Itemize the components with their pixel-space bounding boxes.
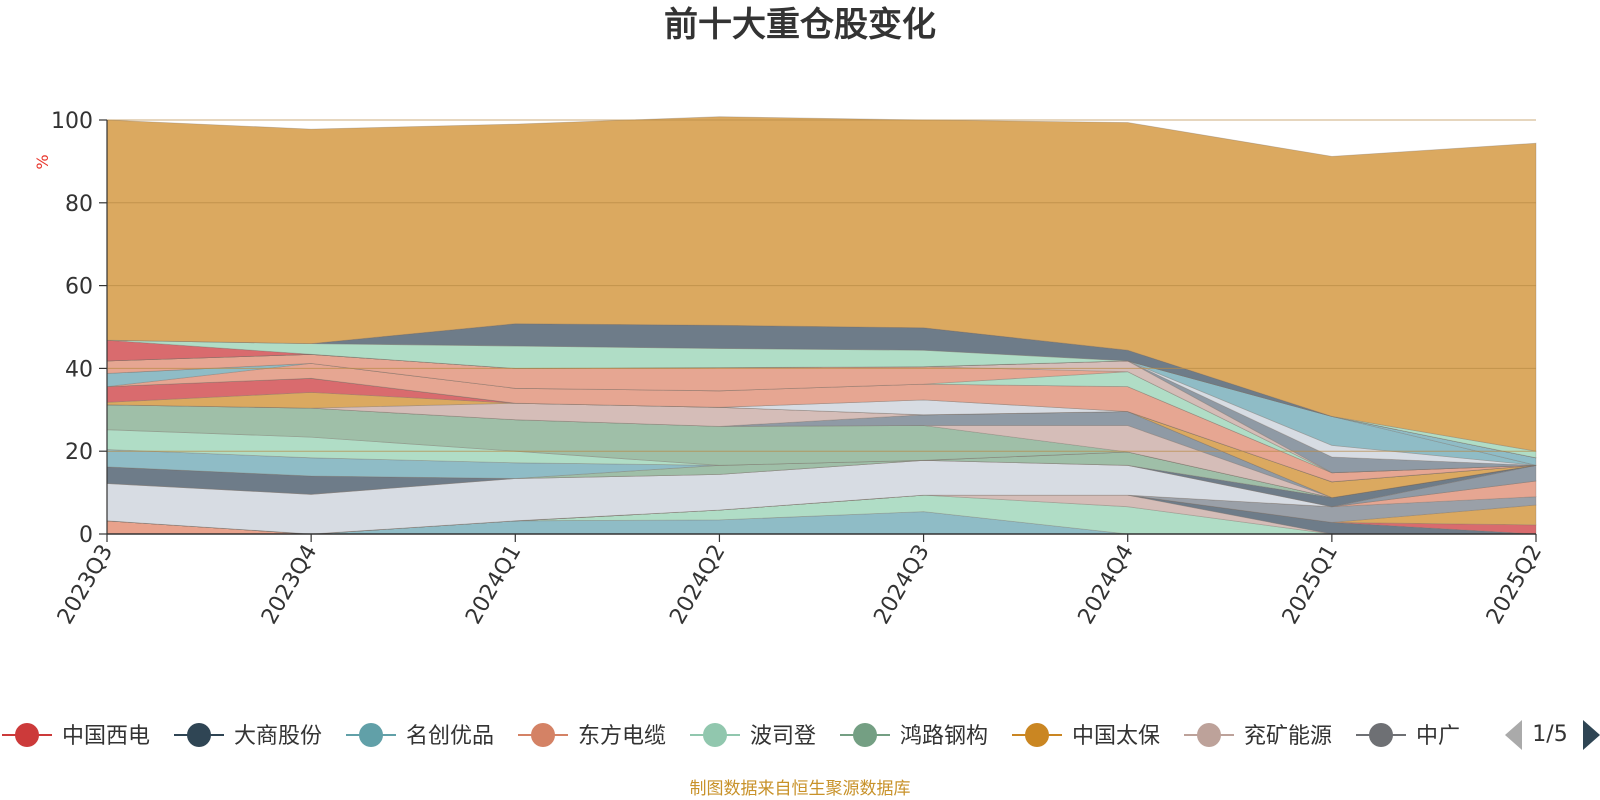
- legend-label: 中国西电: [62, 724, 150, 749]
- legend-item-东方电缆[interactable]: 东方电缆: [518, 723, 666, 749]
- y-tick-label: 20: [65, 440, 93, 465]
- x-tick-label: 2025Q1: [1278, 541, 1343, 629]
- y-axis-unit: %: [33, 154, 52, 169]
- area-名创优品: [106, 449, 1537, 499]
- area-大商股份: [106, 459, 1537, 508]
- plot-area: 0 20 40 60 80 100 2023Q3 2023Q4 2024Q1 2024Q2 2024…: [51, 109, 1547, 629]
- x-tick-label: 2023Q3: [53, 541, 118, 629]
- area-中国太保: [106, 391, 1537, 499]
- chart-title: 前十大重仓股变化: [664, 5, 936, 45]
- area-series-35: [106, 323, 1537, 459]
- area-series-2: [106, 494, 1536, 535]
- area-波司登: [106, 429, 1537, 499]
- legend-label: 大商股份: [234, 724, 322, 749]
- legend-item-波司登[interactable]: 波司登: [690, 723, 816, 749]
- legend-label: 名创优品: [406, 724, 494, 749]
- legend-marker: [853, 723, 877, 747]
- area-中国太保: [106, 494, 1537, 535]
- legend-marker: [1025, 723, 1049, 747]
- legend-label: 东方电缆: [578, 724, 666, 749]
- legend[interactable]: 中国西电 大商股份 名创优品 东方电缆 波司登 鸿路钢构 中国太保 兖矿能源 中广: [2, 723, 1460, 749]
- legend-marker: [1369, 723, 1393, 747]
- area-中国西电: [106, 494, 1537, 535]
- legend-marker: [187, 723, 211, 747]
- area-series-10: [106, 459, 1537, 508]
- area-series-7: [106, 494, 1537, 535]
- area-series-8: [106, 480, 1537, 535]
- x-tick-label: 2024Q4: [1074, 541, 1139, 629]
- y-tick-label: 0: [79, 523, 93, 548]
- x-tick-label: 2023Q4: [257, 541, 322, 629]
- legend-item-名创优品[interactable]: 名创优品: [346, 723, 494, 749]
- legend-page-indicator: 1/5: [1532, 722, 1567, 747]
- legend-pager: 1/5: [1505, 720, 1600, 750]
- x-tick-label: 2024Q3: [869, 541, 934, 629]
- x-tick-label: 2024Q1: [461, 541, 526, 629]
- y-tick-label: 40: [65, 357, 93, 382]
- legend-label: 兖矿能源: [1244, 724, 1332, 749]
- legend-item-鸿路钢构[interactable]: 鸿路钢构: [840, 723, 988, 749]
- legend-item-中国西电[interactable]: 中国西电: [2, 723, 150, 749]
- y-tick-label: 100: [51, 109, 93, 134]
- legend-marker: [703, 723, 727, 747]
- y-tick-label: 80: [65, 192, 93, 217]
- legend-marker: [15, 723, 39, 747]
- legend-item-中广[interactable]: 中广: [1356, 723, 1460, 749]
- area-series-3: [106, 494, 1536, 535]
- legend-label: 波司登: [750, 724, 816, 749]
- legend-label: 中国太保: [1072, 724, 1160, 749]
- source-note: 制图数据来自恒生聚源数据库: [690, 779, 911, 799]
- legend-items: 中国西电 大商股份 名创优品 东方电缆 波司登 鸿路钢构 中国太保 兖矿能源 中广: [2, 723, 1460, 749]
- legend-marker: [1197, 723, 1221, 747]
- y-tick-label: 60: [65, 275, 93, 300]
- legend-prev-page-icon[interactable]: [1505, 720, 1522, 750]
- legend-item-兖矿能源[interactable]: 兖矿能源: [1184, 723, 1332, 749]
- x-tick-label: 2025Q2: [1482, 541, 1547, 629]
- x-tick-label: 2024Q2: [665, 541, 730, 629]
- legend-marker: [359, 723, 383, 747]
- legend-label: 中广: [1416, 724, 1460, 749]
- legend-label: 鸿路钢构: [900, 724, 988, 749]
- legend-next-page-icon[interactable]: [1583, 720, 1600, 750]
- legend-marker: [531, 723, 555, 747]
- legend-item-中国太保[interactable]: 中国太保: [1012, 723, 1160, 749]
- legend-item-大商股份[interactable]: 大商股份: [174, 723, 322, 749]
